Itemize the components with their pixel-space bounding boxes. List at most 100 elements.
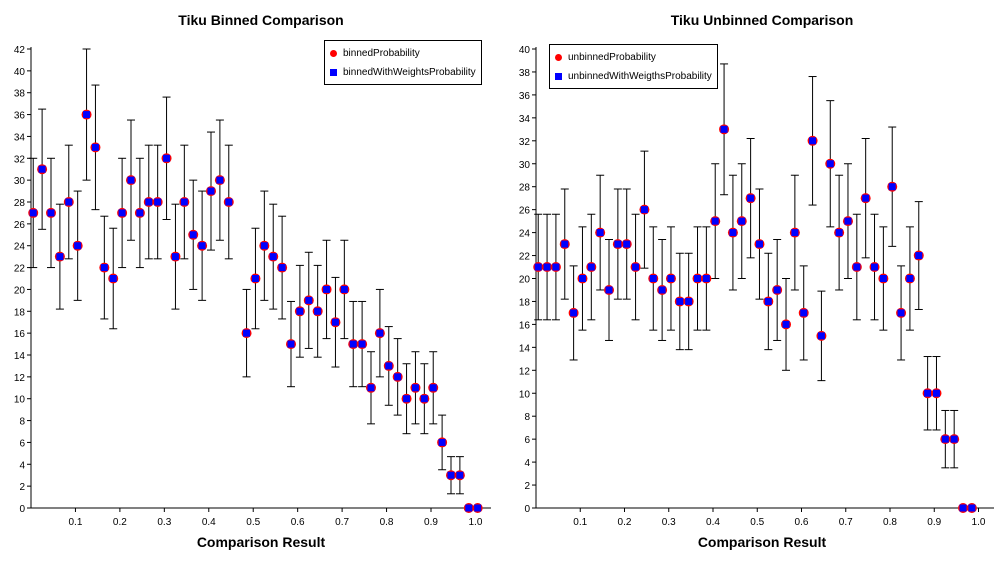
y-tick-label: 30 <box>14 176 26 187</box>
legend-item: binnedProbability <box>330 44 476 63</box>
data-point-square <box>738 217 746 225</box>
data-point-square <box>817 332 825 340</box>
data-point-square <box>429 384 437 392</box>
y-tick-label: 18 <box>519 297 531 308</box>
data-point-square <box>447 471 455 479</box>
chart-title: Tiku Binned Comparison <box>178 12 344 28</box>
legend-item: binnedWithWeightsProbability <box>330 63 476 82</box>
y-tick-label: 38 <box>519 68 531 79</box>
data-point-square <box>278 264 286 272</box>
data-point-square <box>403 395 411 403</box>
legend-item: unbinnedWithWeigthsProbability <box>555 67 712 86</box>
y-tick-label: 36 <box>519 91 531 102</box>
data-point-square <box>755 240 763 248</box>
data-point-square <box>968 504 976 512</box>
data-point-square <box>65 198 73 206</box>
data-point-square <box>649 275 657 282</box>
data-point-square <box>385 362 393 370</box>
y-tick-label: 40 <box>14 67 26 78</box>
y-tick-label: 8 <box>524 412 530 423</box>
data-point-square <box>587 263 595 271</box>
binned-chart-panel: Tiku Binned Comparison 0 2 4 6 8 10 12 14 16 18 20… <box>14 12 491 550</box>
data-point-square <box>287 340 295 348</box>
data-point-square <box>871 263 879 271</box>
y-tick-label: 12 <box>14 373 26 384</box>
data-point-square <box>853 263 861 271</box>
x-tick-label: 0.1 <box>68 517 82 528</box>
x-tick-label: 0.8 <box>380 517 394 528</box>
unbinned-chart-panel: Tiku Unbinned Comparison 0 2 4 6 8 10 12 14 16 18… <box>504 0 1008 567</box>
legend-item: unbinnedProbability <box>555 48 712 67</box>
data-point-square <box>74 242 82 250</box>
data-point-square <box>915 252 923 260</box>
legend-label: unbinnedProbability <box>568 52 656 63</box>
data-point-square <box>109 275 117 282</box>
y-tick-label: 6 <box>524 435 530 446</box>
data-point-square <box>623 240 631 248</box>
y-tick-label: 42 <box>14 45 26 56</box>
x-tick-label: 0.8 <box>883 517 897 528</box>
data-point-square <box>296 307 304 315</box>
data-point-square <box>38 165 46 173</box>
x-tick-label: 0.3 <box>662 517 676 528</box>
unbinned-chart-plot: 02468101214161820222426283032343638400.1… <box>519 45 994 528</box>
y-tick-label: 2 <box>524 481 530 492</box>
data-point-square <box>465 504 473 512</box>
data-point-square <box>924 389 932 397</box>
data-point-square <box>91 143 99 151</box>
y-tick-label: 12 <box>519 366 531 377</box>
data-point-square <box>941 435 949 443</box>
chart-title: Tiku Unbinned Comparison <box>670 12 854 28</box>
y-tick-label: 28 <box>14 198 26 209</box>
data-point-square <box>720 125 728 133</box>
binned-chart-plot: 0246810121416182022242628303234363840420… <box>14 45 491 528</box>
data-point-square <box>438 438 446 446</box>
data-point-square <box>251 275 259 282</box>
y-tick-label: 40 <box>519 45 531 56</box>
data-point-square <box>800 309 808 317</box>
x-tick-label: 0.9 <box>927 517 941 528</box>
data-point-square <box>596 229 604 237</box>
y-tick-label: 30 <box>519 160 531 171</box>
y-tick-label: 14 <box>14 351 26 362</box>
data-point-square <box>534 263 542 271</box>
y-tick-label: 24 <box>519 229 531 240</box>
data-point-square <box>163 154 171 162</box>
x-tick-label: 0.1 <box>573 517 587 528</box>
chart-legend: binnedProbability binnedWithWeightsProba… <box>324 40 482 85</box>
data-point-square <box>207 187 215 195</box>
x-tick-label: 0.2 <box>618 517 632 528</box>
y-tick-label: 14 <box>519 343 531 354</box>
data-point-square <box>456 471 464 479</box>
data-point-square <box>243 329 251 337</box>
x-tick-label: 0.9 <box>424 517 438 528</box>
legend-label: binnedWithWeightsProbability <box>343 67 476 78</box>
chart-legend: unbinnedProbability unbinnedWithWeigthsP… <box>549 44 718 89</box>
data-point-square <box>959 504 967 512</box>
y-tick-label: 2 <box>19 482 25 493</box>
data-point-square <box>764 297 772 305</box>
data-point-square <box>879 275 887 282</box>
y-tick-label: 26 <box>14 220 26 231</box>
data-point-square <box>331 318 339 326</box>
data-point-square <box>420 395 428 403</box>
data-point-square <box>605 286 613 294</box>
data-point-square <box>658 286 666 294</box>
x-tick-label: 0.2 <box>113 517 127 528</box>
data-point-square <box>358 340 366 348</box>
x-tick-label: 0.5 <box>750 517 764 528</box>
data-point-square <box>552 263 560 271</box>
y-tick-label: 26 <box>519 206 531 217</box>
y-tick-label: 24 <box>14 242 26 253</box>
data-point-square <box>578 275 586 282</box>
y-tick-label: 38 <box>14 89 26 100</box>
data-point-square <box>791 229 799 237</box>
data-point-square <box>367 384 375 392</box>
y-tick-label: 22 <box>519 252 531 263</box>
data-point-square <box>614 240 622 248</box>
legend-label: unbinnedWithWeigthsProbability <box>568 71 712 82</box>
data-point-square <box>180 198 188 206</box>
y-tick-label: 36 <box>14 111 26 122</box>
data-point-square <box>809 137 817 145</box>
x-tick-label: 1.0 <box>468 517 482 528</box>
